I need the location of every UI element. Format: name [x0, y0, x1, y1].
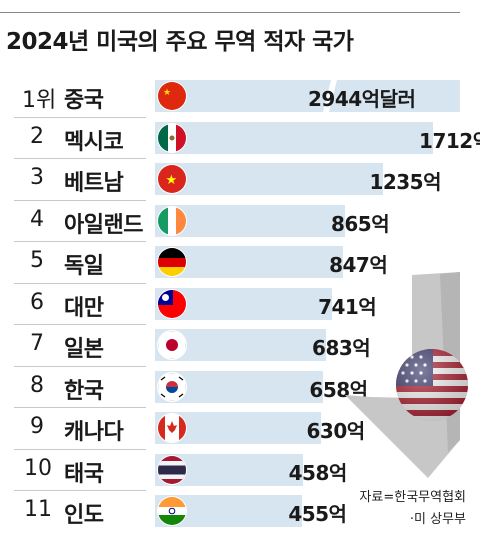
- country-label: 인도: [64, 503, 104, 528]
- country-label: 중국: [64, 88, 104, 113]
- row-separator: [14, 324, 146, 325]
- top-rule: [0, 12, 460, 13]
- value-label: 741억: [318, 294, 377, 319]
- country-label: 대만: [64, 295, 104, 321]
- flag-ireland-icon: [158, 206, 186, 235]
- row-separator: [14, 365, 146, 367]
- value-label: 630억: [306, 419, 366, 443]
- flag-india-icon: [158, 497, 186, 525]
- source-line-1: 자료=한국무역협회: [359, 490, 466, 505]
- rank-label: 8: [30, 372, 44, 398]
- country-label: 한국: [64, 378, 104, 404]
- flag-mexico-icon: [158, 123, 186, 152]
- value-label: 1235억: [369, 170, 442, 194]
- rank-label: 2: [30, 123, 44, 149]
- row-separator: [14, 282, 146, 284]
- country-label: 독일: [64, 254, 104, 279]
- axis-break-mark: [323, 80, 337, 112]
- value-label: 455억: [288, 502, 347, 526]
- rank-label: 11: [24, 497, 52, 522]
- country-label: 멕시코: [64, 129, 124, 155]
- value-label: 2944억달러: [308, 87, 416, 111]
- rank-label: 5: [30, 248, 44, 273]
- row-separator: [14, 199, 146, 201]
- rank-label: 10: [24, 455, 52, 481]
- svg-text:★: ★: [166, 173, 178, 188]
- flag-germany-icon: [158, 248, 186, 276]
- value-label: 683억: [312, 336, 371, 360]
- flag-korea-icon: [158, 372, 186, 401]
- rank-label: 6: [30, 289, 44, 315]
- source-note: 자료=한국무역협회 ·미 상무부: [359, 487, 466, 531]
- value-label: 1712억: [419, 128, 480, 153]
- value-label: 865억: [330, 211, 390, 236]
- row-separator: [14, 407, 146, 408]
- bar: [155, 246, 344, 278]
- svg-text:★: ★: [163, 88, 171, 98]
- row-separator: [14, 490, 146, 491]
- row-separator: [14, 241, 146, 242]
- country-label: 베트남: [64, 171, 124, 196]
- country-label: 아일랜드: [64, 212, 143, 238]
- bar: [155, 163, 384, 195]
- country-label: 태국: [64, 461, 104, 487]
- value-label: 458억: [288, 460, 348, 485]
- value-label: 658억: [309, 377, 368, 402]
- bar: [155, 121, 434, 154]
- bar: [155, 204, 345, 237]
- flag-vietnam-icon: ★: [158, 165, 186, 193]
- chart-title: 2024년 미국의 주요 무역 적자 국가: [6, 29, 354, 55]
- source-line-2: ·미 상무부: [409, 512, 466, 527]
- flag-china-icon: ★: [158, 82, 186, 110]
- rank-label: 9: [30, 414, 44, 439]
- bar: [155, 80, 460, 112]
- flag-canada-icon: [158, 414, 186, 442]
- rank-label: 1위: [22, 88, 57, 113]
- rank-label: 3: [30, 165, 44, 190]
- flag-japan-icon: [158, 331, 186, 359]
- rank-label: 7: [30, 331, 44, 356]
- rank-label: 4: [30, 206, 44, 232]
- row-separator: [14, 158, 146, 159]
- flag-taiwan-icon: [158, 289, 186, 318]
- row-separator: [14, 116, 146, 118]
- flag-thailand-icon: [158, 455, 186, 484]
- row-separator: [14, 448, 146, 450]
- country-label: 캐나다: [64, 420, 124, 445]
- country-label: 일본: [64, 337, 104, 362]
- value-label: 847억: [329, 253, 388, 277]
